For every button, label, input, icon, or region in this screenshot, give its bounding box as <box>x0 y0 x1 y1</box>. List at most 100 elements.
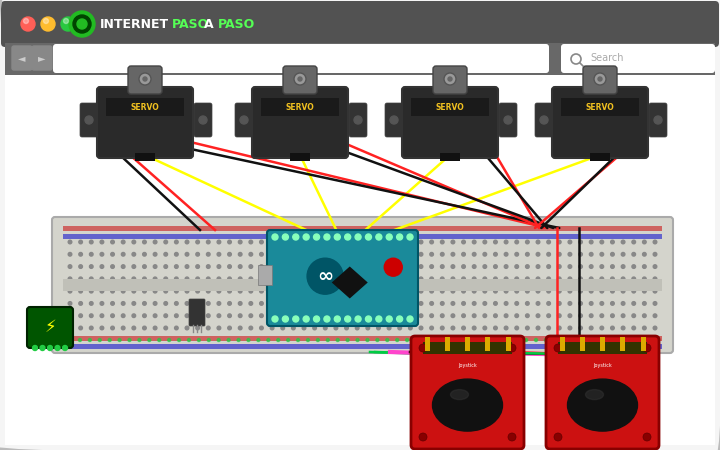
Circle shape <box>546 326 550 330</box>
Circle shape <box>78 252 82 256</box>
Circle shape <box>387 326 391 330</box>
Circle shape <box>122 302 125 305</box>
Circle shape <box>196 240 199 244</box>
Circle shape <box>100 314 104 318</box>
Circle shape <box>554 433 562 441</box>
Circle shape <box>100 326 104 330</box>
Circle shape <box>396 338 399 342</box>
Circle shape <box>472 240 476 244</box>
Circle shape <box>78 240 82 244</box>
FancyBboxPatch shape <box>32 46 52 70</box>
Bar <box>423 342 512 354</box>
Circle shape <box>430 289 433 293</box>
Circle shape <box>398 314 402 318</box>
Circle shape <box>536 302 540 305</box>
Circle shape <box>600 277 603 281</box>
Circle shape <box>260 277 264 281</box>
Circle shape <box>356 302 359 305</box>
Circle shape <box>515 302 518 305</box>
Circle shape <box>282 234 289 240</box>
Circle shape <box>579 265 582 268</box>
Circle shape <box>185 326 189 330</box>
Circle shape <box>494 277 498 281</box>
Circle shape <box>345 265 348 268</box>
Circle shape <box>419 344 427 352</box>
Circle shape <box>185 277 189 281</box>
Circle shape <box>111 302 114 305</box>
Circle shape <box>526 240 529 244</box>
Circle shape <box>366 234 372 240</box>
Circle shape <box>398 289 402 293</box>
Circle shape <box>441 252 444 256</box>
Circle shape <box>153 326 157 330</box>
Circle shape <box>281 302 284 305</box>
Circle shape <box>292 240 295 244</box>
Circle shape <box>48 346 53 351</box>
Circle shape <box>122 252 125 256</box>
Circle shape <box>472 302 476 305</box>
Circle shape <box>238 252 242 256</box>
FancyBboxPatch shape <box>349 103 367 137</box>
Circle shape <box>185 314 189 318</box>
Circle shape <box>153 265 157 268</box>
Circle shape <box>621 289 625 293</box>
Circle shape <box>68 240 72 244</box>
Circle shape <box>557 314 561 318</box>
Text: PASO: PASO <box>218 18 256 31</box>
Bar <box>261 98 339 116</box>
Circle shape <box>544 338 547 342</box>
Circle shape <box>444 73 456 85</box>
Circle shape <box>89 326 93 330</box>
Bar <box>411 98 489 116</box>
Circle shape <box>632 326 636 330</box>
Circle shape <box>158 338 161 342</box>
Circle shape <box>132 240 135 244</box>
Circle shape <box>68 265 72 268</box>
Circle shape <box>228 252 231 256</box>
Circle shape <box>398 265 402 268</box>
Circle shape <box>132 302 135 305</box>
Circle shape <box>207 338 210 342</box>
Circle shape <box>430 302 433 305</box>
Circle shape <box>24 18 29 23</box>
Circle shape <box>249 277 253 281</box>
Circle shape <box>557 302 561 305</box>
Circle shape <box>536 240 540 244</box>
Circle shape <box>356 265 359 268</box>
Circle shape <box>185 302 189 305</box>
Circle shape <box>302 314 306 318</box>
Circle shape <box>237 338 240 342</box>
Circle shape <box>143 277 146 281</box>
FancyBboxPatch shape <box>97 87 193 158</box>
Circle shape <box>153 314 157 318</box>
Circle shape <box>642 302 646 305</box>
Text: SERVO: SERVO <box>286 103 315 112</box>
Bar <box>425 337 430 351</box>
Circle shape <box>448 77 452 81</box>
Circle shape <box>249 302 253 305</box>
FancyBboxPatch shape <box>535 103 553 137</box>
Circle shape <box>238 265 242 268</box>
Circle shape <box>227 338 230 342</box>
Circle shape <box>323 252 327 256</box>
Circle shape <box>78 314 82 318</box>
Circle shape <box>546 277 550 281</box>
Circle shape <box>207 277 210 281</box>
Circle shape <box>89 252 93 256</box>
Circle shape <box>419 265 423 268</box>
Circle shape <box>451 326 455 330</box>
Circle shape <box>557 265 561 268</box>
Circle shape <box>504 240 508 244</box>
Circle shape <box>199 116 207 124</box>
Circle shape <box>643 344 651 352</box>
Circle shape <box>228 277 231 281</box>
Circle shape <box>122 265 125 268</box>
Circle shape <box>355 234 361 240</box>
Circle shape <box>132 314 135 318</box>
Circle shape <box>654 116 662 124</box>
Circle shape <box>312 252 316 256</box>
Circle shape <box>405 338 409 342</box>
Circle shape <box>111 240 114 244</box>
Circle shape <box>644 338 647 342</box>
Circle shape <box>536 252 540 256</box>
